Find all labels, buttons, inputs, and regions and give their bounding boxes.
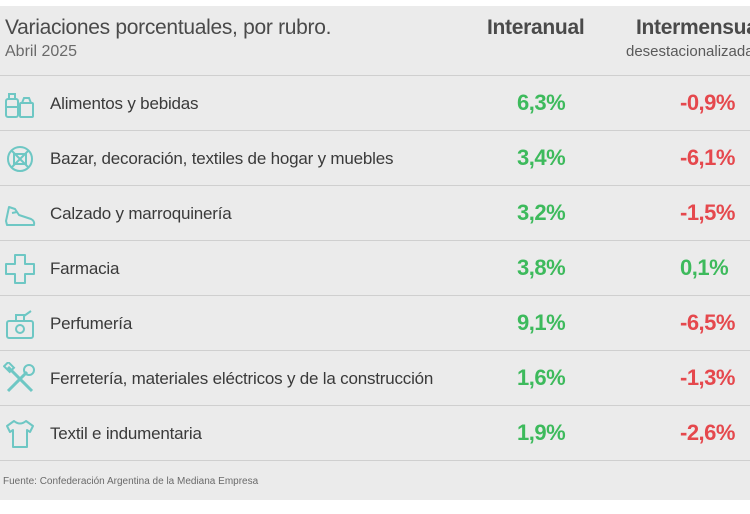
intermensual-value: -2,6% — [680, 420, 735, 445]
row-category-label: Calzado y marroquinería — [50, 204, 232, 223]
row-divider — [0, 130, 750, 131]
table-row: Alimentos y bebidas 6,3% -0,9% — [0, 76, 750, 131]
table-row: Bazar, decoración, textiles de hogar y m… — [0, 131, 750, 186]
shoe-icon — [3, 197, 37, 231]
table-row: Ferretería, materiales eléctricos y de l… — [0, 351, 750, 406]
row-divider — [0, 405, 750, 406]
interanual-value: 1,6% — [517, 365, 566, 390]
interanual-value: 1,9% — [517, 420, 566, 445]
row-category-label: Textil e indumentaria — [50, 424, 202, 443]
row-divider — [0, 295, 750, 296]
row-divider — [0, 240, 750, 241]
intermensual-value: 0,1% — [680, 255, 729, 280]
row-category-label: Farmacia — [50, 259, 120, 278]
home-decor-icon — [3, 142, 37, 176]
intermensual-value: -6,1% — [680, 145, 735, 170]
column-header-intermensual: Intermensual — [636, 16, 750, 39]
intermensual-value: -1,5% — [680, 200, 735, 225]
row-category-label: Alimentos y bebidas — [50, 94, 199, 113]
column-subheader-intermensual: desestacionalizada — [626, 43, 750, 60]
row-category-label: Ferretería, materiales eléctricos y de l… — [50, 369, 434, 388]
pharmacy-cross-icon — [3, 252, 37, 286]
table-row: Perfumería 9,1% -6,5% — [0, 296, 750, 351]
intermensual-value: -6,5% — [680, 310, 735, 335]
row-category-label: Bazar, decoración, textiles de hogar y m… — [50, 149, 394, 168]
source-note: Fuente: Confederación Argentina de la Me… — [3, 476, 259, 487]
shirt-icon — [3, 417, 37, 451]
row-divider — [0, 185, 750, 186]
table-row: Farmacia 3,8% 0,1% — [0, 241, 750, 296]
column-header-interanual: Interanual — [487, 16, 585, 39]
row-divider — [0, 350, 750, 351]
interanual-value: 3,2% — [517, 200, 566, 225]
table-row: Calzado y marroquinería 3,2% -1,5% — [0, 186, 750, 241]
intermensual-value: -1,3% — [680, 365, 735, 390]
row-divider — [0, 460, 750, 461]
intermensual-value: -0,9% — [680, 90, 735, 115]
chart-subtitle: Abril 2025 — [5, 43, 78, 60]
interanual-value: 9,1% — [517, 310, 566, 335]
table-panel: Variaciones porcentuales, por rubro. Abr… — [0, 6, 750, 500]
interanual-value: 6,3% — [517, 90, 566, 115]
table-row: Textil e indumentaria 1,9% -2,6% — [0, 406, 750, 461]
interanual-value: 3,4% — [517, 145, 566, 170]
tools-icon — [2, 360, 37, 396]
row-category-label: Perfumería — [50, 314, 133, 333]
grocery-icon — [3, 87, 37, 121]
chart-title: Variaciones porcentuales, por rubro. — [5, 16, 332, 39]
interanual-value: 3,8% — [517, 255, 566, 280]
perfume-icon — [3, 307, 37, 341]
header-divider — [0, 75, 750, 76]
